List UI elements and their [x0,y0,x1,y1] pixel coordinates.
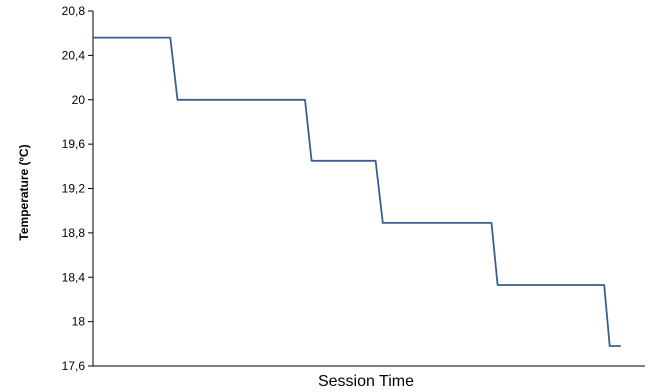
y-tick-label-1: 18 [72,315,86,329]
y-axis-title: Temperature (ºC) [17,144,31,240]
y-axis-tick-labels: 17,6 18 18,4 18,8 19,2 19,6 20 20,4 20,8 [62,4,86,373]
y-tick-label-3: 18,8 [62,226,86,240]
y-tick-label-5: 19,6 [62,137,86,151]
y-tick-label-8: 20,8 [62,4,86,18]
y-tick-label-4: 19,2 [62,182,86,196]
y-axis-ticks [88,10,93,367]
series-line [93,36,621,347]
x-axis-title: Session Time [318,373,414,390]
y-tick-label-0: 17,6 [62,359,86,373]
y-tick-label-7: 20,4 [62,48,86,62]
y-tick-label-6: 20 [72,93,86,107]
y-tick-label-2: 18,4 [62,270,86,284]
